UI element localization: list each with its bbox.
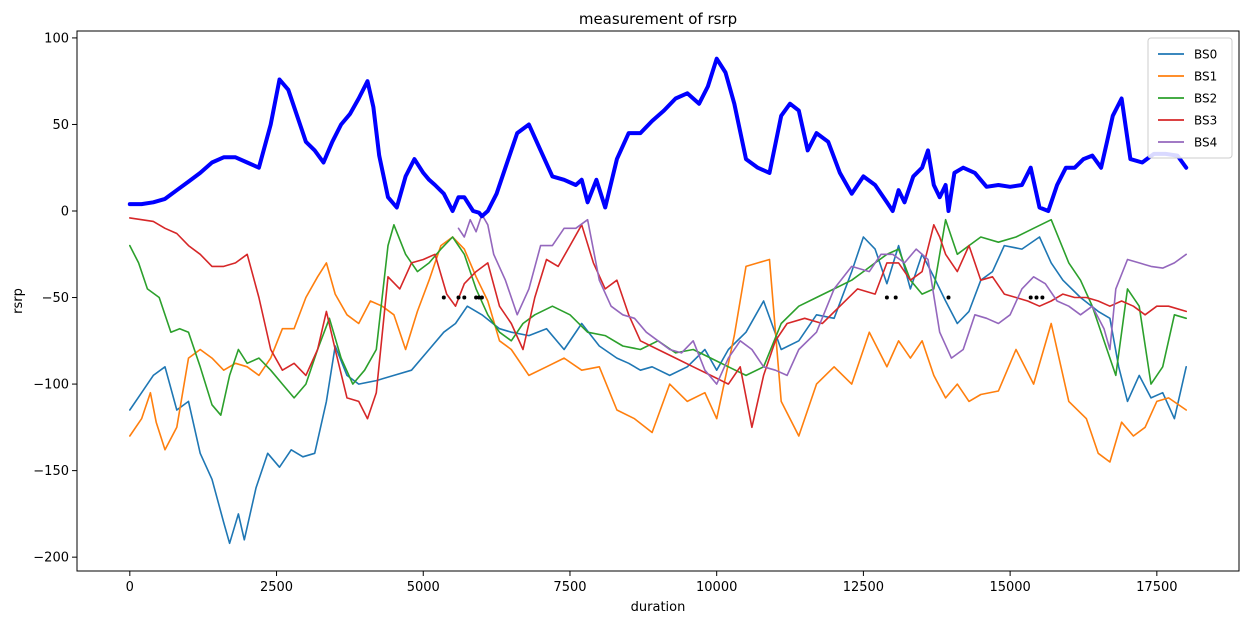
legend: BS0 BS1 BS2 BS3 BS4 (1147, 37, 1233, 159)
series-line-bs2 (129, 218, 1187, 416)
scatter-point (1034, 295, 1039, 300)
scatter-point (946, 295, 951, 300)
legend-label-bs0: BS0 (1194, 48, 1217, 62)
y-tick-label: 100 (44, 31, 69, 46)
scatter-point (477, 295, 481, 300)
scatter-point (441, 295, 446, 300)
chart-title: measurement of rsrp (579, 10, 737, 28)
y-tick-label: −200 (33, 551, 69, 566)
legend-label-bs2: BS2 (1194, 92, 1217, 106)
series-line-bs4 (457, 213, 1187, 385)
series-line-blue (127, 56, 1189, 219)
x-tick-label: 2500 (260, 580, 293, 595)
legend-label-bs3: BS3 (1194, 114, 1217, 128)
scatter-point (1040, 295, 1045, 300)
y-axis-label: rsrp (11, 288, 26, 314)
series-line-bs3 (129, 217, 1187, 429)
x-axis: 0 2500 5000 7500 10000 12500 15000 17500 (126, 571, 1178, 595)
legend-label-bs1: BS1 (1194, 70, 1217, 84)
x-tick-label: 10000 (696, 580, 737, 595)
plot-frame (76, 30, 1240, 572)
y-tick-label: 50 (52, 118, 69, 133)
scatter-point (474, 295, 479, 300)
x-tick-label: 7500 (553, 580, 586, 595)
series-line-bs0 (129, 236, 1187, 545)
scatter-point (893, 295, 898, 300)
scatter-point (884, 295, 889, 300)
scatter-point (462, 295, 467, 300)
plot-area (127, 56, 1189, 545)
scatter-point (1028, 295, 1033, 300)
x-tick-label: 17500 (1136, 580, 1177, 595)
y-tick-label: 0 (61, 205, 69, 220)
scatter-point (479, 295, 484, 300)
y-tick-label: −50 (42, 291, 69, 306)
x-tick-label: 0 (126, 580, 134, 595)
scatter-point (456, 295, 461, 300)
legend-box (1147, 37, 1233, 159)
x-tick-label: 12500 (843, 580, 884, 595)
x-tick-label: 15000 (989, 580, 1030, 595)
y-tick-label: −150 (33, 464, 69, 479)
x-tick-label: 5000 (407, 580, 440, 595)
legend-label-bs4: BS4 (1194, 136, 1217, 150)
y-axis: −200 −150 −100 −50 0 50 100 (33, 31, 77, 566)
y-tick-label: −100 (33, 378, 69, 393)
x-axis-label: duration (631, 600, 686, 615)
